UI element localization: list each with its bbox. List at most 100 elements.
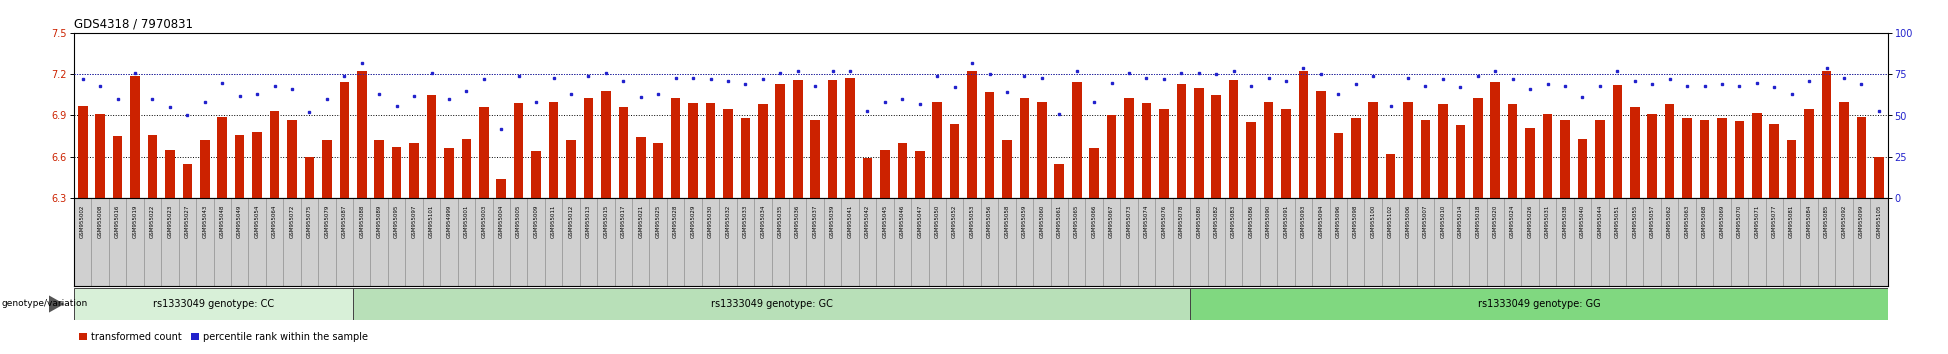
- Bar: [842, 198, 859, 286]
- Bar: [1367, 102, 1377, 198]
- Bar: [514, 103, 524, 198]
- Bar: [719, 198, 736, 286]
- Text: GSM955053: GSM955053: [970, 205, 974, 238]
- Bar: [1821, 72, 1831, 198]
- Bar: [968, 72, 976, 198]
- Text: GSM955013: GSM955013: [586, 205, 590, 238]
- Bar: [265, 198, 282, 286]
- Bar: [684, 198, 701, 286]
- Bar: [304, 157, 314, 198]
- Bar: [740, 118, 750, 198]
- Bar: [1856, 117, 1866, 198]
- Text: GSM955087: GSM955087: [341, 205, 347, 238]
- Bar: [353, 288, 1190, 320]
- Text: GSM955023: GSM955023: [168, 205, 173, 238]
- Bar: [1399, 198, 1416, 286]
- Bar: [253, 132, 261, 198]
- Bar: [1243, 198, 1260, 286]
- Bar: [353, 198, 370, 286]
- Bar: [1155, 198, 1173, 286]
- Bar: [479, 107, 489, 198]
- Bar: [427, 95, 436, 198]
- Bar: [933, 102, 943, 198]
- Bar: [458, 198, 475, 286]
- Bar: [1556, 198, 1574, 286]
- Text: GSM955017: GSM955017: [621, 205, 625, 238]
- Text: GSM955016: GSM955016: [115, 205, 121, 238]
- Text: GSM955096: GSM955096: [1336, 205, 1340, 238]
- Text: GSM955007: GSM955007: [1422, 205, 1428, 238]
- Text: GSM955055: GSM955055: [1632, 205, 1636, 238]
- Bar: [1381, 198, 1399, 286]
- Text: GSM955072: GSM955072: [290, 205, 294, 238]
- Bar: [74, 288, 353, 320]
- Bar: [1578, 139, 1588, 198]
- Bar: [986, 92, 993, 198]
- Bar: [1662, 198, 1679, 286]
- Text: GSM955048: GSM955048: [220, 205, 224, 238]
- Bar: [1751, 113, 1761, 198]
- Text: GSM955060: GSM955060: [1040, 205, 1044, 238]
- Bar: [113, 136, 123, 198]
- Bar: [1229, 80, 1239, 198]
- Bar: [444, 148, 454, 198]
- Bar: [1190, 288, 1888, 320]
- Bar: [789, 198, 806, 286]
- Bar: [1525, 128, 1535, 198]
- Text: GSM955030: GSM955030: [707, 205, 713, 238]
- Bar: [964, 198, 980, 286]
- Text: GSM955049: GSM955049: [238, 205, 242, 238]
- Bar: [619, 107, 627, 198]
- Bar: [1609, 198, 1627, 286]
- Bar: [1085, 198, 1103, 286]
- Bar: [1054, 164, 1064, 198]
- Bar: [166, 150, 175, 198]
- Bar: [1278, 198, 1295, 286]
- Text: GSM955040: GSM955040: [1580, 205, 1586, 238]
- Text: GSM955010: GSM955010: [1440, 205, 1445, 238]
- Text: GSM955066: GSM955066: [1091, 205, 1097, 238]
- Bar: [653, 143, 662, 198]
- Text: GDS4318 / 7970831: GDS4318 / 7970831: [74, 17, 193, 30]
- Bar: [162, 198, 179, 286]
- Bar: [1295, 198, 1313, 286]
- Bar: [810, 120, 820, 198]
- Bar: [1260, 198, 1278, 286]
- Text: GSM955015: GSM955015: [604, 205, 608, 238]
- Bar: [1385, 154, 1395, 198]
- Bar: [1666, 104, 1675, 198]
- Text: GSM955014: GSM955014: [1457, 205, 1463, 238]
- Bar: [1001, 140, 1011, 198]
- Bar: [218, 117, 228, 198]
- Bar: [670, 98, 680, 198]
- Text: GSM955002: GSM955002: [80, 205, 86, 238]
- Bar: [1613, 85, 1623, 198]
- Bar: [232, 198, 249, 286]
- Bar: [1225, 198, 1243, 286]
- Text: GSM955005: GSM955005: [516, 205, 522, 238]
- Bar: [859, 198, 877, 286]
- Text: GSM955063: GSM955063: [1685, 205, 1689, 238]
- Bar: [877, 198, 894, 286]
- Bar: [1299, 72, 1309, 198]
- Bar: [880, 150, 890, 198]
- Bar: [392, 147, 401, 198]
- Bar: [997, 198, 1015, 286]
- Bar: [1317, 91, 1327, 198]
- Text: GSM955094: GSM955094: [1319, 205, 1323, 238]
- Bar: [405, 198, 423, 286]
- Bar: [616, 198, 631, 286]
- Bar: [1208, 198, 1225, 286]
- Text: GSM955003: GSM955003: [481, 205, 487, 238]
- Bar: [497, 179, 506, 198]
- Text: GSM955039: GSM955039: [830, 205, 836, 238]
- Bar: [549, 102, 559, 198]
- Bar: [1490, 82, 1500, 198]
- Text: GSM955064: GSM955064: [273, 205, 277, 238]
- Text: rs1333049 genotype: CC: rs1333049 genotype: CC: [154, 299, 275, 309]
- Bar: [1560, 120, 1570, 198]
- Bar: [1683, 118, 1693, 198]
- Bar: [1539, 198, 1556, 286]
- Bar: [898, 143, 908, 198]
- Text: GSM955076: GSM955076: [1161, 205, 1167, 238]
